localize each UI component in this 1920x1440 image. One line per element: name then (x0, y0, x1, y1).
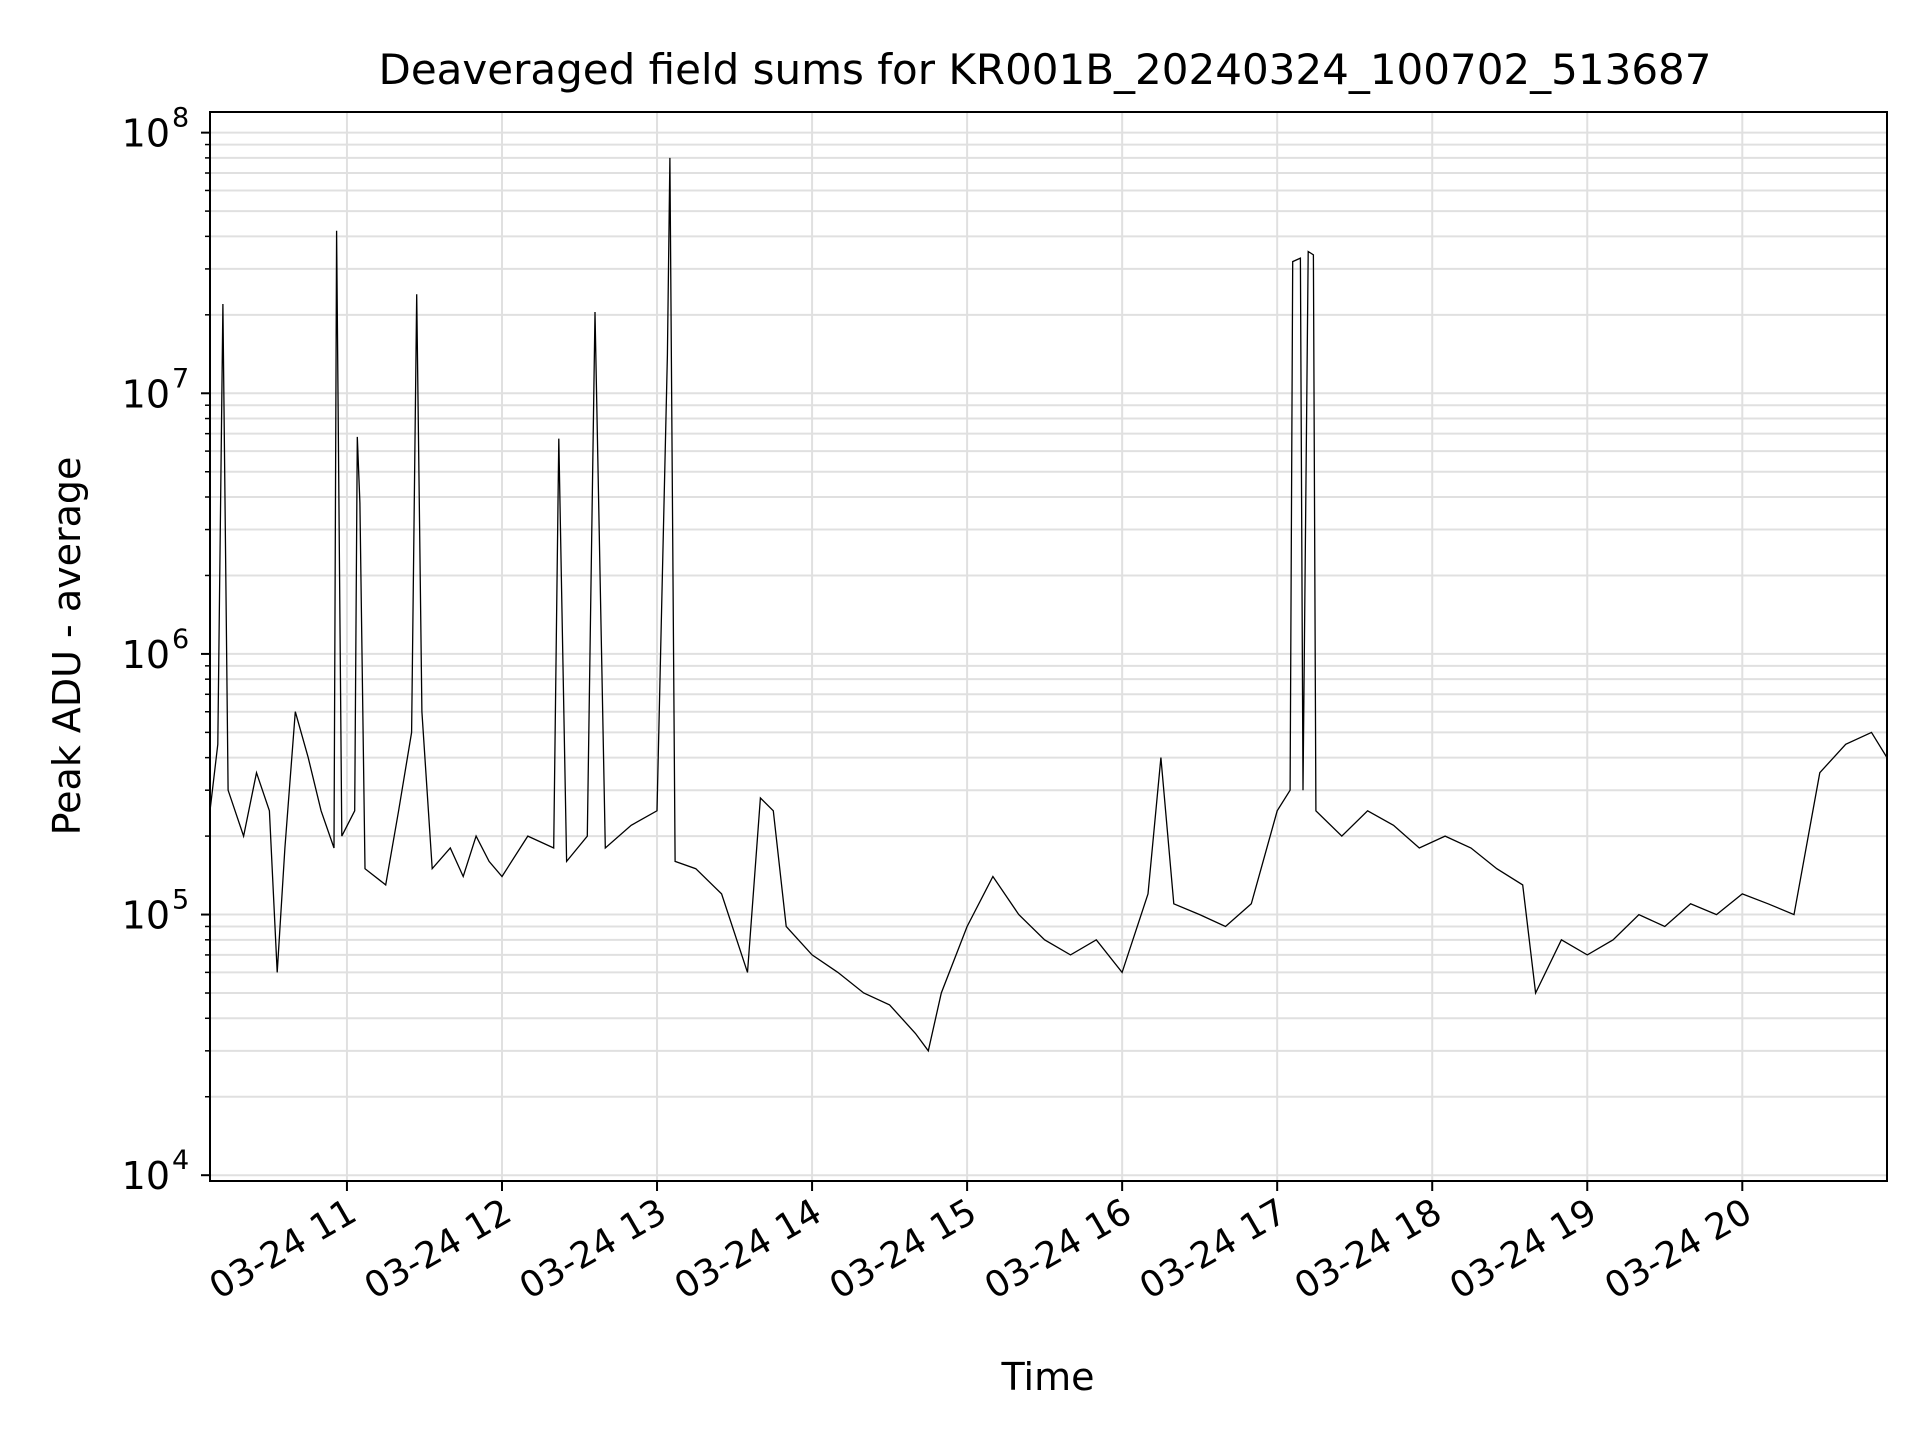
y-tick-exponent: 7 (172, 363, 189, 394)
x-axis-label: Time (1001, 1355, 1095, 1399)
x-tick-label: 03-24 13 (513, 1191, 674, 1307)
y-tick-label: 10 (122, 894, 170, 938)
plot-frame (209, 111, 1888, 1182)
x-tick-label: 03-24 18 (1288, 1191, 1449, 1307)
y-tick-exponent: 8 (172, 103, 189, 134)
x-tick-label: 03-24 12 (358, 1191, 519, 1307)
y-tick-label: 10 (122, 112, 170, 156)
x-tick-label: 03-24 16 (978, 1191, 1139, 1307)
y-axis-label: Peak ADU - average (45, 457, 89, 836)
x-tick-label: 03-24 17 (1133, 1191, 1294, 1307)
y-tick-label: 10 (122, 1154, 170, 1198)
y-tick-exponent: 4 (172, 1145, 189, 1176)
x-tick-label: 03-24 11 (203, 1191, 364, 1307)
y-tick-exponent: 5 (172, 885, 189, 916)
chart-title: Deaveraged field sums for KR001B_2024032… (379, 45, 1712, 94)
y-tick-exponent: 6 (172, 624, 189, 655)
y-tick-label: 10 (122, 372, 170, 416)
grid-lines (210, 112, 1887, 1181)
y-tick-label: 10 (122, 633, 170, 677)
series-line (210, 157, 1887, 1053)
x-tick-label: 03-24 14 (668, 1191, 829, 1307)
x-tick-label: 03-24 20 (1598, 1191, 1759, 1307)
x-tick-label: 03-24 15 (823, 1191, 984, 1307)
x-tick-label: 03-24 19 (1443, 1191, 1604, 1307)
